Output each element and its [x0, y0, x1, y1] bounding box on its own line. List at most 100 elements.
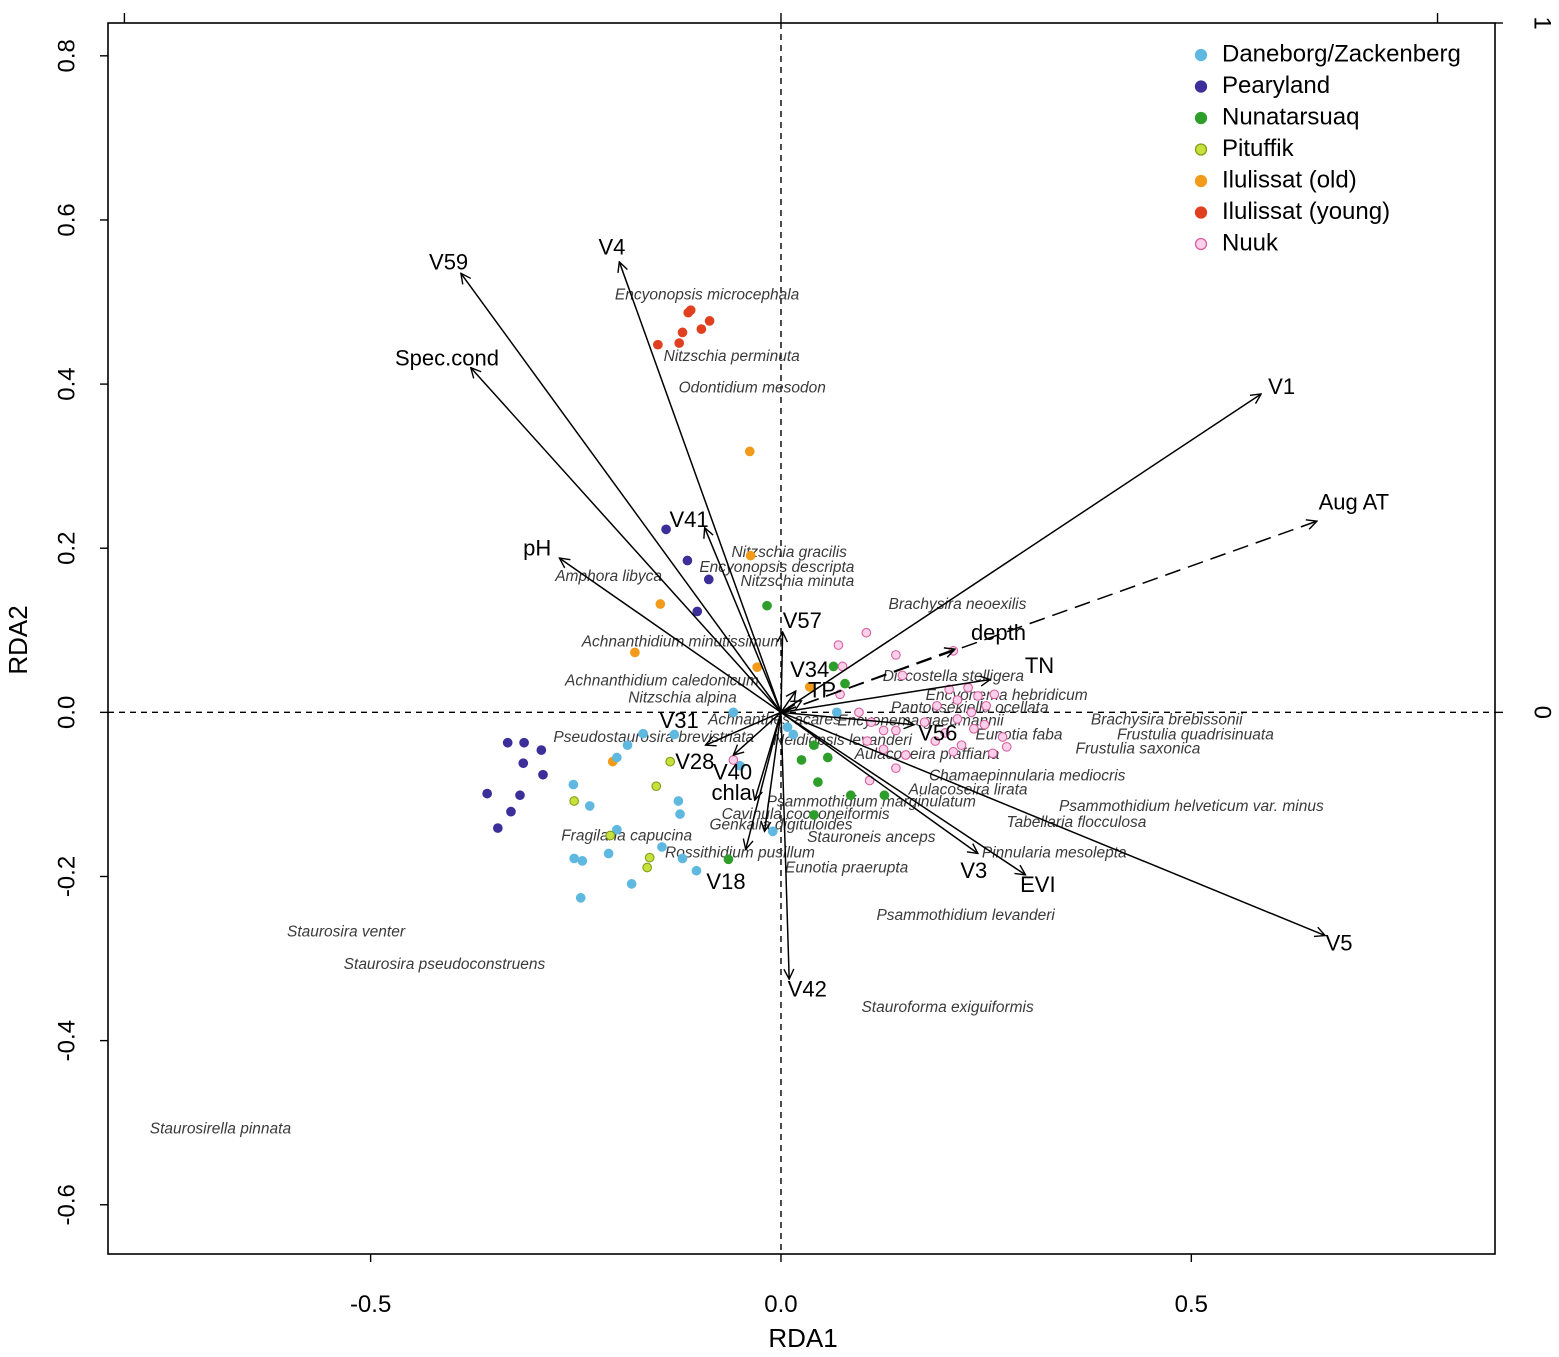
- site-point-pituffik: [651, 781, 662, 792]
- site-point-daneborg-zackenberg: [568, 779, 579, 790]
- site-point-nunatarsuaq: [808, 740, 819, 751]
- site-point-daneborg-zackenberg: [611, 824, 622, 835]
- vector-label-tn: TN: [1025, 653, 1054, 678]
- x-tick-label: -0.5: [350, 1291, 391, 1318]
- legend: Daneborg/Zackenberg Pearyland Nunatarsuaq P…: [1194, 40, 1461, 256]
- species-staurosira-venter: Staurosira venter: [287, 923, 406, 940]
- vector-arrow-v3: [780, 711, 978, 853]
- site-point-pituffik: [605, 830, 616, 841]
- site-point-nuuk: [930, 736, 941, 746]
- vector-arrow-v4: [619, 262, 782, 713]
- site-point-pearyland: [703, 574, 714, 585]
- site-point-nuuk: [963, 682, 973, 693]
- site-point-nuuk: [861, 627, 872, 638]
- site-point-daneborg-zackenberg: [575, 892, 586, 903]
- site-point-nuuk: [952, 695, 963, 705]
- site-point-daneborg-zackenberg: [584, 801, 595, 811]
- species-nitzschia-alpina: Nitzschia alpina: [628, 690, 737, 707]
- legend-label-nuuk: Nuuk: [1222, 229, 1279, 256]
- y-tick-label: 0.6: [53, 203, 80, 236]
- site-point-nunatarsuaq: [822, 752, 833, 763]
- site-point-daneborg-zackenberg: [782, 722, 793, 732]
- site-point-nuuk: [997, 732, 1008, 742]
- legend-marker-nuuk: [1194, 237, 1208, 251]
- right-tick-label: 1: [1529, 16, 1556, 29]
- legend-marker-ilulissat-young: [1194, 206, 1208, 219]
- species-odontidium-mesodon: Odontidium mesodon: [679, 379, 826, 396]
- species-psammothidium-levanderi: Psammothidium levanderi: [876, 907, 1055, 924]
- site-point-ilulissat-old: [804, 682, 815, 692]
- species-genkalia-digituloides: Genkalia digituloides: [709, 817, 852, 834]
- vector-arrow-v5: [780, 711, 1325, 935]
- vector-arrow-spec-cond: [471, 368, 782, 713]
- site-point-pituffik: [569, 796, 580, 806]
- vector-label-v56: V56: [918, 720, 957, 745]
- site-point-daneborg-zackenberg: [831, 707, 842, 718]
- site-point-pearyland: [661, 524, 671, 535]
- species-nitzschia-minuta: Nitzschia minuta: [741, 573, 855, 590]
- site-point-nunatarsuaq: [828, 661, 839, 672]
- vector-label-ph: pH: [523, 536, 551, 561]
- vector-label-v57: V57: [783, 608, 822, 633]
- site-point-daneborg-zackenberg: [788, 729, 799, 740]
- vector-arrow-v1: [780, 394, 1261, 713]
- vector-label-v42: V42: [788, 976, 827, 1001]
- site-point-nuuk: [833, 640, 844, 650]
- vector-label-v3: V3: [960, 858, 987, 883]
- vector-label-spec-cond: Spec.cond: [395, 345, 499, 370]
- site-point-daneborg-zackenberg: [677, 853, 688, 864]
- species-psammothidium-helveticum-var-minus: Psammothidium helveticum var. minus: [1059, 798, 1324, 815]
- site-point-nuuk: [891, 725, 901, 736]
- site-point-daneborg-zackenberg: [767, 826, 778, 837]
- y-tick-label: 0.4: [53, 367, 80, 400]
- vector-arrow-tp: [780, 701, 802, 714]
- site-point-pearyland: [482, 788, 493, 799]
- vector-label-v59: V59: [429, 249, 468, 274]
- species-frustulia-quadrisinuata: Frustulia quadrisinuata: [1117, 726, 1274, 743]
- legend-label-ilulissat-young: Ilulissat (young): [1222, 198, 1390, 225]
- vector-label-chla: chla: [712, 780, 753, 805]
- site-point-nunatarsuaq: [762, 600, 772, 611]
- site-point-pearyland: [515, 790, 525, 801]
- vector-arrow-chla: [765, 712, 782, 831]
- vector-arrow-ph: [559, 558, 782, 713]
- site-point-ilulissat-young: [704, 316, 715, 326]
- vector-label-v31: V31: [660, 708, 699, 733]
- species-nitzschia-perminuta: Nitzschia perminuta: [664, 348, 800, 365]
- vector-label-depth: depth: [971, 620, 1026, 645]
- site-point-daneborg-zackenberg: [603, 848, 614, 859]
- vector-arrow-evi: [780, 711, 1026, 874]
- site-point-ilulissat-young: [677, 327, 688, 338]
- legend-marker-pearyland: [1194, 80, 1208, 93]
- site-point-daneborg-zackenberg: [657, 842, 667, 852]
- site-point-ilulissat-old: [745, 550, 756, 561]
- vector-label-tp: TP: [808, 678, 836, 703]
- species-achnanthes-acares: Achnanthes acares: [707, 712, 841, 729]
- vector-arrow-v56: [780, 711, 914, 724]
- species-achnanthidium-caledonicum: Achnanthidium caledonicum: [564, 672, 759, 689]
- vector-label-v40: V40: [713, 760, 752, 785]
- site-point-nuuk: [891, 650, 901, 660]
- species-encyonopsis-descripta: Encyonopsis descripta: [699, 559, 854, 576]
- vector-arrow-v34: [780, 691, 796, 713]
- right-tick-label: 0: [1529, 706, 1556, 719]
- vector-arrow-depth: [780, 649, 955, 714]
- site-point-pearyland: [492, 823, 503, 833]
- site-point-nuuk: [878, 744, 889, 755]
- species-aulacoseira-pfaffiana: Aulacoseira pfaffiana: [854, 746, 1000, 763]
- vector-arrow-v31: [705, 711, 782, 745]
- site-point-nuuk: [973, 691, 983, 701]
- site-point-nuuk: [854, 707, 864, 718]
- site-point-nuuk: [1001, 741, 1012, 752]
- species-encyonopsis-microcephala: Encyonopsis microcephala: [615, 287, 800, 304]
- legend-label-pituffik: Pituffik: [1222, 135, 1295, 162]
- vector-label-v1: V1: [1268, 374, 1295, 399]
- site-point-nuuk: [932, 700, 942, 711]
- y-tick-label: 0.0: [53, 696, 80, 729]
- site-point-nuuk: [966, 707, 977, 718]
- legend-marker-daneborg-zackenberg: [1194, 48, 1208, 62]
- species-cavinula-cocconeiformis: Cavinula cocconeiformis: [722, 806, 890, 823]
- legend-label-ilulissat-old: Ilulissat (old): [1222, 166, 1357, 193]
- site-point-daneborg-zackenberg: [569, 853, 580, 864]
- species-eunotia-faba: Eunotia faba: [975, 726, 1062, 743]
